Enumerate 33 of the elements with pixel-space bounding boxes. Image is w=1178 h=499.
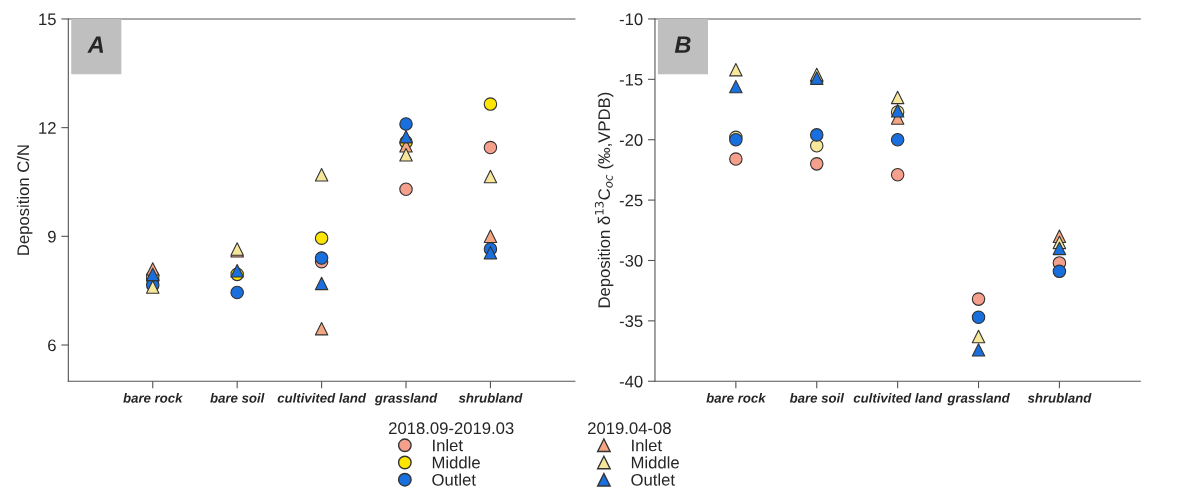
annotation: A [87,36,104,53]
y-tick-label: 6 [48,339,56,352]
y-tick-label: -25 [619,194,643,207]
x-tick-label: bare rock [706,393,767,403]
x-tick-label: bare soil [210,393,265,403]
x-tick-label: shrubland [1027,393,1092,403]
legend-label: Inlet [632,439,662,452]
legend-label: Middle [432,456,480,469]
y-tick-label: 12 [39,122,56,134]
y-tick-label: -15 [619,73,643,86]
x-tick-label: cultivited land [277,393,367,403]
y-tick-label: -20 [619,134,643,146]
legend-label: Outlet [631,473,675,486]
y-tick-label: -30 [619,254,643,267]
y-tick-label: -40 [619,375,643,388]
x-tick-label: shrubland [458,393,523,403]
annotation: B [674,36,691,53]
legend-label: Outlet [432,473,476,486]
x-tick-label: bare soil [789,393,845,403]
x-tick-label: grassland [374,393,438,406]
legend-label: Inlet [433,439,463,452]
y-tick-label: 9 [48,230,56,243]
legend-label: Middle [631,456,679,469]
x-tick-label: cultivited land [853,393,943,403]
legend-title: 2018.09-2019.03 [389,422,514,435]
y-tick-label: -35 [619,315,643,328]
y-tick-label: 15 [39,13,56,26]
y-axis-title: Deposition δ$^{13}$C$_{oc}$ (‰,VPDB) [594,92,614,308]
x-tick-label: grassland [947,393,1010,406]
x-tick-label: bare rock [123,393,183,403]
y-axis-title: Deposition C/N [16,145,33,255]
legend-title: 2019.04-08 [588,422,671,435]
y-tick-label: -10 [619,13,643,26]
